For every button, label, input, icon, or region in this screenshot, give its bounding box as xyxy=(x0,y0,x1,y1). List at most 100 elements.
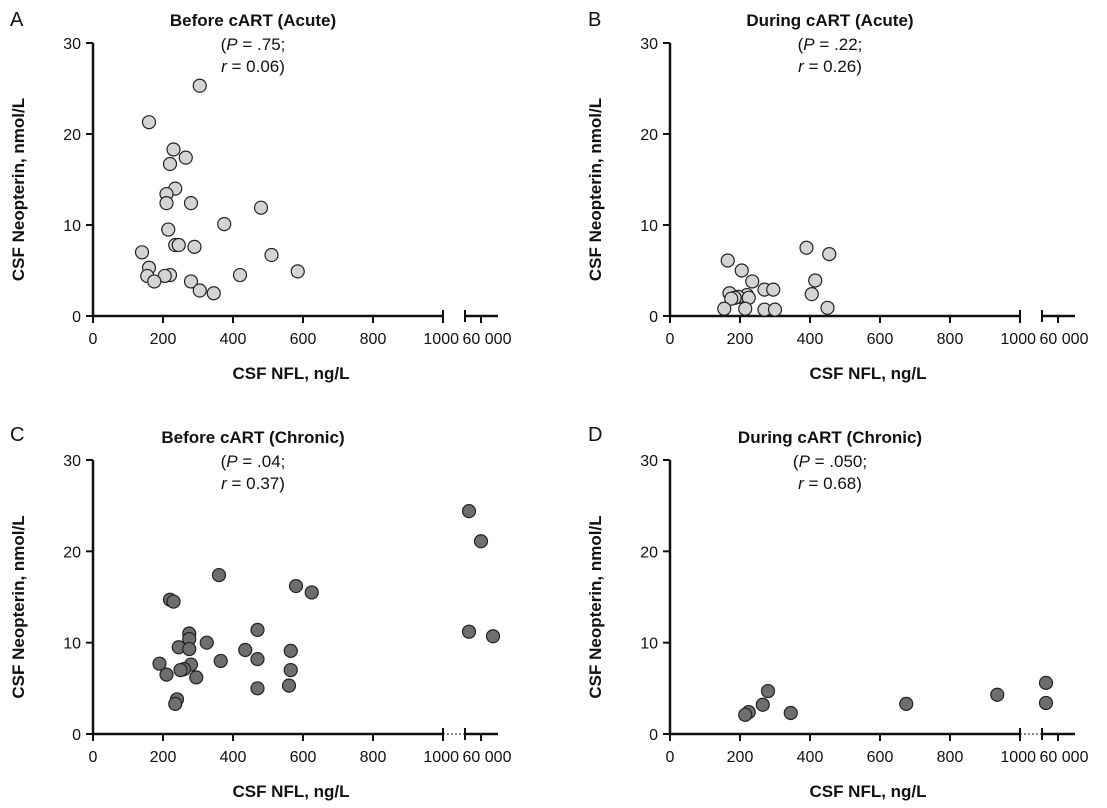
data-point xyxy=(162,156,178,172)
x-tick-label: 200 xyxy=(150,331,177,348)
stat-r-value: = 0.68) xyxy=(804,474,862,493)
data-point xyxy=(192,283,207,298)
y-tick-label: 20 xyxy=(640,127,658,144)
x-tick-label: 400 xyxy=(797,331,824,348)
data-point xyxy=(738,301,753,316)
data-point xyxy=(808,273,823,288)
x-break-tick-label: 60 000 xyxy=(1040,749,1089,766)
data-point xyxy=(717,301,732,316)
data-point xyxy=(822,247,837,262)
stat-r-value: = 0.06) xyxy=(227,57,285,76)
y-axis-label: CSF Neopterin, nmol/L xyxy=(9,515,28,698)
y-tick-label: 10 xyxy=(63,218,81,235)
data-point xyxy=(187,239,202,254)
data-point xyxy=(720,253,735,268)
panel-letter: C xyxy=(10,424,24,446)
stat-p-symbol: P xyxy=(799,452,811,471)
stat-p: (P = .04; xyxy=(221,452,286,471)
data-point xyxy=(766,282,781,297)
x-tick-label: 200 xyxy=(727,749,754,766)
y-axis-label: CSF Neopterin, nmol/L xyxy=(9,98,28,281)
data-point xyxy=(290,264,305,279)
data-point xyxy=(238,642,253,658)
panel-b: B During cART (Acute) (P = .22; r = 0.26) 0 1… xyxy=(586,9,1089,383)
data-point xyxy=(217,216,232,232)
stat-r-symbol: r xyxy=(221,474,228,493)
data-point xyxy=(189,670,204,685)
x-tick-label: 800 xyxy=(360,749,387,766)
y-tick-label: 30 xyxy=(63,36,81,53)
x-tick-label: 800 xyxy=(937,331,964,348)
x-tick-label: 1000 xyxy=(423,749,459,766)
panel-letter: D xyxy=(588,424,602,446)
stat-p-value: = .22; xyxy=(815,35,863,54)
data-point xyxy=(799,240,814,255)
data-point xyxy=(141,115,157,130)
stat-p-symbol: P xyxy=(226,35,238,54)
panel-title: Before cART (Chronic) xyxy=(161,428,344,447)
data-point xyxy=(283,662,298,678)
x-tick-label: 600 xyxy=(867,749,894,766)
stat-p-prefix: ( xyxy=(793,452,799,471)
stat-p-prefix: ( xyxy=(221,35,227,54)
x-tick-label: 600 xyxy=(290,331,317,348)
data-point xyxy=(745,274,760,289)
data-point xyxy=(213,653,228,669)
panel-title: During cART (Chronic) xyxy=(738,428,922,447)
x-break-tick-label: 60 000 xyxy=(463,331,512,348)
data-point xyxy=(250,652,265,667)
data-point xyxy=(990,687,1005,702)
data-point xyxy=(760,683,776,699)
x-tick-label: 800 xyxy=(937,749,964,766)
panel-a: A Before cART (Acute) (P = .75; r = 0.06) 0 1… xyxy=(9,9,512,383)
y-tick-label: 0 xyxy=(72,727,81,744)
stat-p: (P = .050; xyxy=(793,452,867,471)
data-point xyxy=(804,287,819,302)
data-point xyxy=(767,302,783,317)
x-tick-label: 0 xyxy=(666,749,675,766)
y-tick-label: 0 xyxy=(72,309,81,326)
stat-p-value: = .75; xyxy=(238,35,286,54)
data-point xyxy=(183,274,199,289)
data-point xyxy=(159,196,174,211)
data-point xyxy=(161,222,176,237)
stat-p-symbol: P xyxy=(803,35,815,54)
y-tick-label: 0 xyxy=(649,309,658,326)
data-point xyxy=(232,267,248,283)
data-point xyxy=(899,696,914,711)
data-point xyxy=(783,705,798,721)
stat-r-value: = 0.37) xyxy=(227,474,285,493)
data-point xyxy=(820,300,835,315)
data-point xyxy=(304,585,319,600)
y-axis-label: CSF Neopterin, nmol/L xyxy=(586,515,605,698)
x-tick-label: 1000 xyxy=(1000,749,1036,766)
x-tick-label: 400 xyxy=(220,331,247,348)
y-axis-label: CSF Neopterin, nmol/L xyxy=(586,98,605,281)
data-point xyxy=(168,696,183,711)
data-point xyxy=(206,286,221,301)
data-point xyxy=(159,667,174,682)
x-tick-label: 600 xyxy=(290,749,317,766)
data-point xyxy=(166,142,181,157)
data-point xyxy=(211,567,227,583)
data-point-break xyxy=(485,629,501,644)
data-point xyxy=(192,78,207,93)
data-point xyxy=(288,578,304,594)
y-tick-label: 30 xyxy=(640,36,658,53)
stat-p-symbol: P xyxy=(226,452,238,471)
y-tick-label: 20 xyxy=(63,127,81,144)
stat-r: r = 0.37) xyxy=(221,474,285,493)
panel-letter: B xyxy=(588,9,601,31)
x-tick-label: 400 xyxy=(797,749,824,766)
data-point xyxy=(134,245,150,260)
data-point xyxy=(281,678,297,693)
data-point xyxy=(734,263,749,278)
x-tick-label: 200 xyxy=(150,749,177,766)
y-tick-label: 10 xyxy=(640,636,658,653)
x-tick-label: 400 xyxy=(220,749,247,766)
data-point xyxy=(178,150,193,165)
y-tick-label: 30 xyxy=(640,453,658,470)
data-point-break xyxy=(461,624,477,639)
stat-r-symbol: r xyxy=(798,474,805,493)
